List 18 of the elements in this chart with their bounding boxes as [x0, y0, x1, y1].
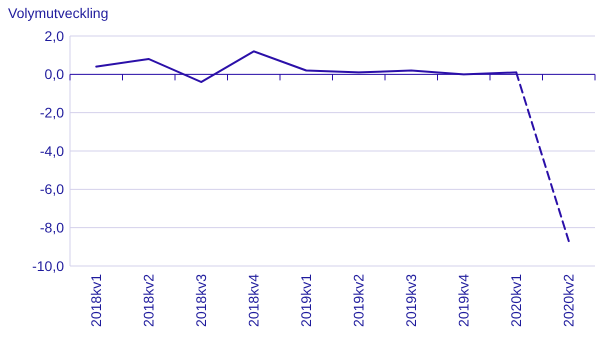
- y-tick-label: -8,0: [40, 220, 64, 236]
- x-tick-label: 2020kv2: [560, 274, 577, 327]
- y-tick-label: -4,0: [40, 142, 64, 159]
- x-tick-label: 2019kv1: [298, 274, 314, 327]
- x-tick-label: 2018kv4: [246, 274, 262, 327]
- x-tick-label: 2019kv4: [456, 274, 472, 327]
- y-tick-label: -2,0: [40, 104, 64, 121]
- y-tick-label: -6,0: [40, 181, 64, 198]
- y-tick-label: -10,0: [32, 258, 64, 274]
- y-tick-label: 0,0: [44, 66, 64, 82]
- y-axis-title: Volymutveckling: [8, 5, 108, 21]
- x-tick-label: 2019kv2: [350, 274, 367, 327]
- y-tick-label: 2,0: [44, 28, 64, 44]
- x-tick-label: 2018kv3: [193, 274, 210, 327]
- x-tick-label: 2018kv1: [88, 274, 104, 327]
- x-tick-label: 2018kv2: [140, 274, 157, 327]
- x-tick-label: 2019kv3: [403, 274, 420, 327]
- x-tick-label: 2020kv1: [508, 274, 524, 327]
